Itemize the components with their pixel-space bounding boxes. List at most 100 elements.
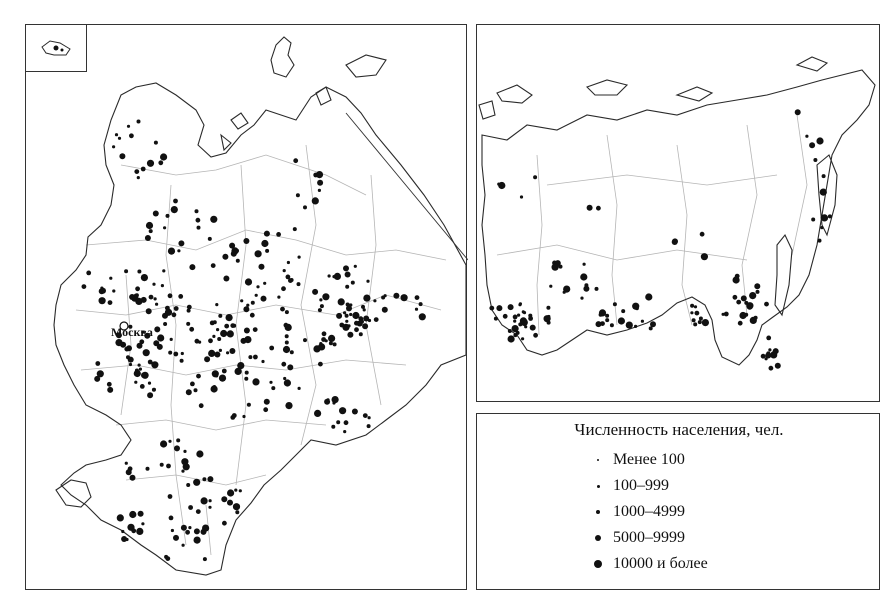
- inset-svg: [41, 40, 71, 56]
- settlement-dot: [343, 430, 347, 434]
- legend-item: 100–999: [587, 474, 669, 498]
- settlement-dot: [160, 153, 168, 161]
- settlement-dot: [373, 317, 379, 322]
- settlement-dot: [645, 293, 653, 301]
- legend-symbol: [587, 459, 609, 461]
- settlement-dot: [517, 313, 521, 317]
- east-map-panel: [476, 24, 880, 402]
- legend-label: 1000–4999: [613, 503, 685, 520]
- settlement-dot: [115, 332, 122, 339]
- settlement-dot: [217, 337, 222, 341]
- settlement-dot: [95, 361, 101, 366]
- settlement-dot: [820, 214, 829, 222]
- settlement-dot: [124, 461, 128, 465]
- settlement-dot: [136, 119, 141, 124]
- settlement-dot: [281, 286, 286, 292]
- settlement-dot: [366, 424, 371, 429]
- settlement-dot: [263, 230, 270, 237]
- settlement-dot: [328, 341, 333, 346]
- settlement-dot: [185, 529, 191, 535]
- settlement-dot: [497, 182, 501, 186]
- settlement-dot: [121, 529, 125, 534]
- settlement-dot: [181, 543, 185, 547]
- settlement-dot: [546, 305, 551, 310]
- settlement-dot: [166, 463, 171, 469]
- east-region-borders: [496, 114, 808, 336]
- settlement-dot: [173, 351, 179, 357]
- settlement-dot: [583, 285, 590, 292]
- settlement-dot: [352, 311, 360, 320]
- settlement-dot: [634, 324, 638, 328]
- settlement-dot: [293, 158, 299, 164]
- settlement-dot: [265, 248, 270, 253]
- legend-symbol: [587, 535, 609, 541]
- settlement-dot: [112, 289, 116, 293]
- settlement-dot: [229, 348, 236, 354]
- settlement-dot: [691, 318, 696, 323]
- settlement-dot: [200, 497, 208, 505]
- settlement-dot: [362, 413, 368, 418]
- settlement-dot: [549, 284, 553, 288]
- settlement-dot: [234, 488, 238, 492]
- settlement-dot: [212, 334, 216, 338]
- settlement-dot: [152, 210, 159, 217]
- settlement-dot: [240, 337, 247, 344]
- settlement-dot: [148, 229, 153, 234]
- settlement-dot: [817, 238, 822, 243]
- settlement-dot: [232, 503, 241, 511]
- settlement-dot: [358, 322, 363, 327]
- settlement-dot: [208, 349, 216, 357]
- settlement-dot: [625, 321, 633, 329]
- settlement-dot: [151, 361, 159, 369]
- settlement-dot: [186, 308, 191, 313]
- settlement-dot: [170, 206, 178, 214]
- settlement-dot: [254, 293, 258, 297]
- settlement-dot: [244, 376, 249, 381]
- settlement-dot: [332, 275, 336, 279]
- settlement-dot: [114, 133, 119, 137]
- settlement-dot: [562, 290, 566, 294]
- settlement-dot: [198, 403, 204, 409]
- settlement-dot: [173, 198, 178, 204]
- settlement-dot: [210, 385, 218, 393]
- settlement-dot: [224, 323, 230, 329]
- settlement-dot: [580, 273, 588, 281]
- legend-label: 100–999: [613, 477, 669, 494]
- settlement-dot: [249, 312, 255, 318]
- settlement-dot: [131, 528, 137, 534]
- settlement-dot: [147, 392, 154, 399]
- settlement-dot: [582, 262, 586, 266]
- settlement-dot: [137, 363, 141, 367]
- settlement-dot: [414, 295, 420, 300]
- settlement-dot: [250, 300, 255, 305]
- settlement-dot: [230, 323, 236, 328]
- settlement-dot: [252, 378, 260, 386]
- settlement-dot: [145, 221, 154, 230]
- settlement-dot: [188, 505, 194, 510]
- settlement-dot: [214, 351, 221, 358]
- settlement-dot: [204, 356, 211, 363]
- settlement-dot: [126, 355, 130, 360]
- settlement-dot: [196, 373, 201, 379]
- legend-label: 5000–9999: [613, 529, 685, 546]
- settlement-dot: [671, 239, 678, 245]
- settlement-dot: [612, 302, 617, 307]
- settlement-dot: [354, 327, 359, 333]
- settlement-dot: [140, 274, 148, 282]
- kaliningrad-inset: [25, 24, 87, 72]
- settlement-dot: [125, 469, 132, 476]
- settlement-dot: [753, 315, 758, 320]
- legend-title: Численность населения, чел.: [574, 420, 784, 439]
- settlement-dot: [281, 361, 287, 367]
- settlement-dot: [226, 330, 234, 338]
- settlement-dot: [159, 462, 164, 467]
- settlement-dot: [809, 142, 816, 149]
- settlement-dot: [693, 322, 698, 327]
- settlement-dot: [223, 275, 230, 282]
- settlement-dot: [529, 324, 536, 331]
- legend-symbol: [587, 560, 609, 568]
- settlement-dot: [285, 402, 293, 410]
- settlement-dot: [142, 349, 150, 357]
- settlement-dot: [519, 195, 524, 199]
- settlement-dot: [287, 364, 294, 371]
